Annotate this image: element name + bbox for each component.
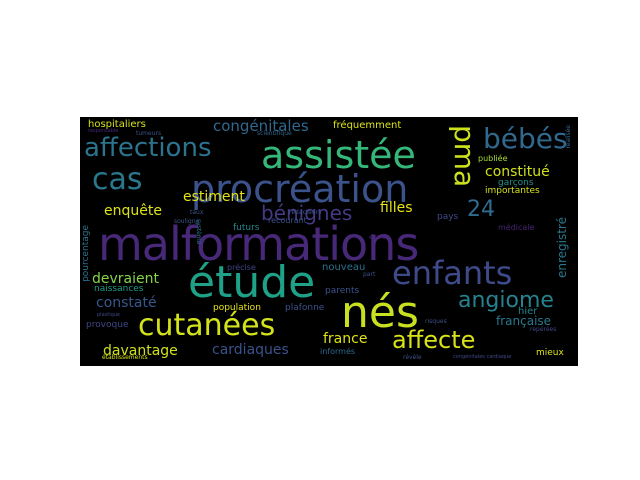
word-cardiaques: cardiaques (212, 342, 289, 358)
word-realisee: réalisée (565, 125, 572, 149)
word-reperees: repérées (530, 326, 557, 333)
word-congenitales-cardiaque: congénitales cardiaque (453, 354, 512, 360)
word-24: 24 (467, 197, 495, 222)
word-scientifique: scientifique (257, 130, 292, 137)
word-cloud: malformations étude procréation assistée… (80, 117, 578, 366)
word-garcons: garçons (498, 178, 534, 188)
word-pays: pays (437, 212, 459, 222)
word-nouveau: nouveau (322, 262, 366, 273)
word-devraient: devraient (92, 271, 159, 287)
word-angiome: angiome (458, 288, 554, 313)
word-enregistre: enregistré (555, 217, 569, 279)
word-informes: informés (320, 347, 356, 356)
word-affecte: affecte (392, 326, 476, 354)
word-pourcentage: pourcentage (81, 225, 91, 282)
word-precise: précise (227, 263, 256, 272)
word-pma: pma (448, 125, 481, 188)
word-etablissements: établissements (102, 354, 148, 361)
word-importantes: importantes (485, 186, 540, 196)
word-provoque: provoque (86, 320, 129, 330)
word-etude: étude (188, 257, 316, 308)
word-enquete: enquête (104, 203, 162, 219)
word-plastique: plastique (97, 312, 121, 318)
word-souligne: souligne (174, 218, 200, 225)
word-constitue: constitué (485, 164, 550, 180)
word-francaise: française (496, 314, 552, 328)
word-revele: révèle (403, 354, 422, 361)
word-medicale: médicale (498, 223, 535, 232)
word-benignes: bénignes (261, 201, 353, 225)
word-frequemment: fréquemment (333, 120, 402, 131)
word-bebes: bébés (483, 122, 568, 155)
word-filles: filles (380, 200, 413, 216)
word-enfants: enfants (392, 254, 513, 292)
word-france: france (323, 331, 368, 347)
word-constate: constaté (96, 295, 157, 311)
word-congenitales: congénitales (213, 117, 309, 135)
word-procreation: procréation (191, 167, 409, 211)
word-cutanees: cutanées (138, 308, 276, 343)
word-hier: hier (518, 306, 538, 317)
word-taux: taux (190, 209, 204, 216)
word-davantage: davantage (103, 343, 178, 359)
word-affections: affections (84, 133, 212, 163)
word-hospitaliers: hospitaliers (88, 119, 146, 130)
word-eleve: élevé (369, 234, 386, 241)
word-nes: nés (341, 287, 419, 338)
word-estiment: estiment (183, 189, 245, 205)
word-risques: risques (425, 318, 447, 325)
word-systeme: système (195, 219, 202, 245)
word-malformations: malformations (98, 217, 419, 271)
word-part: part (363, 271, 376, 278)
word-recourant: recourant (268, 216, 307, 225)
word-parents: parents (325, 286, 360, 296)
word-plafonne: plafonne (285, 303, 325, 313)
word-tumeurs: tumeurs (136, 130, 162, 137)
word-cas: cas (92, 162, 143, 197)
word-publiee: publiée (478, 154, 508, 163)
word-naissances: naissances (94, 284, 144, 294)
word-responsable: responsable (88, 128, 119, 134)
word-mieux: mieux (536, 348, 564, 358)
word-assistee: assistée (261, 133, 416, 177)
word-population: population (213, 303, 261, 313)
word-futurs: futurs (233, 223, 260, 233)
word-redacteurs: rédacteurs (289, 209, 322, 216)
